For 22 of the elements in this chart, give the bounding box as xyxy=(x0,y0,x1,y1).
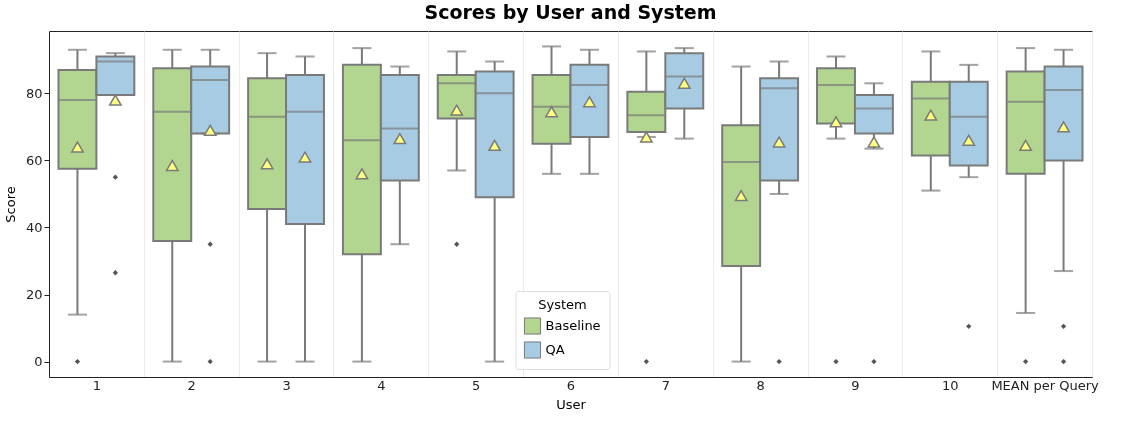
x-tick-label: 8 xyxy=(756,377,765,393)
x-axis-title: User xyxy=(556,396,587,412)
x-tick-label: 5 xyxy=(472,377,481,393)
x-tick-label: 2 xyxy=(187,377,196,393)
x-tick-label: 9 xyxy=(851,377,860,393)
y-tick-label: 80 xyxy=(25,85,43,101)
x-tick-label: MEAN per Query xyxy=(991,377,1100,393)
x-tick-label: 1 xyxy=(92,377,102,393)
x-tick-label: 10 xyxy=(942,377,959,393)
x-tick-label: 4 xyxy=(377,377,386,393)
y-tick-label: 20 xyxy=(25,287,43,303)
legend-label: Baseline xyxy=(545,318,601,333)
y-tick-label: 40 xyxy=(25,219,43,235)
y-tick-label: 60 xyxy=(25,152,43,168)
y-axis-title: Score xyxy=(2,186,18,223)
y-tick-label: 0 xyxy=(34,354,43,370)
x-tick-label: 6 xyxy=(566,377,576,393)
legend-label: QA xyxy=(545,342,565,357)
x-tick-label: 7 xyxy=(661,377,670,393)
legend-title: System xyxy=(538,297,587,312)
chart-title: Scores by User and System xyxy=(424,1,717,23)
x-tick-label: 3 xyxy=(282,377,291,393)
